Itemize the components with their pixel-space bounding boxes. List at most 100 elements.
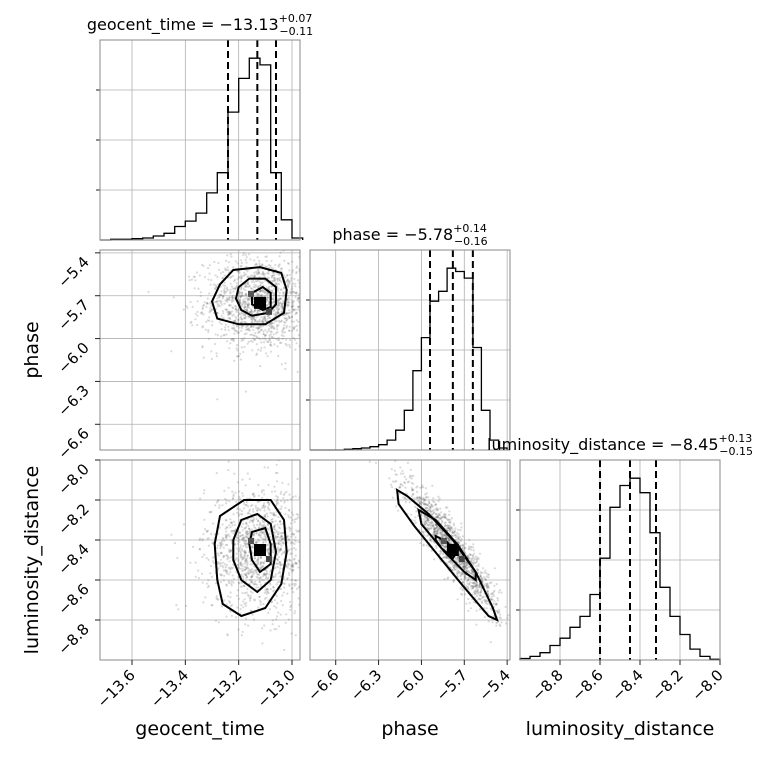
sample-point xyxy=(270,285,273,288)
sample-point xyxy=(301,612,303,614)
sample-point xyxy=(436,526,439,529)
sample-point xyxy=(257,348,260,351)
sample-point xyxy=(229,292,232,295)
sample-point xyxy=(286,284,289,287)
sample-point xyxy=(445,534,448,537)
sample-point xyxy=(441,533,444,537)
sample-point xyxy=(248,284,251,287)
sample-point xyxy=(461,535,465,538)
sample-point xyxy=(241,536,244,540)
sample-point xyxy=(433,558,436,561)
sample-point xyxy=(297,293,300,296)
sample-point xyxy=(247,253,251,256)
sample-point xyxy=(472,585,475,588)
sample-point xyxy=(456,535,459,538)
sample-point xyxy=(463,567,466,571)
sample-point xyxy=(475,623,478,626)
sample-point xyxy=(438,514,441,517)
sample-point xyxy=(225,286,229,289)
sample-point xyxy=(430,540,433,543)
sample-point xyxy=(199,537,202,540)
sample-point xyxy=(245,572,248,575)
sample-point xyxy=(277,625,281,628)
sample-point xyxy=(439,533,442,536)
sample-point xyxy=(243,337,246,340)
sample-point xyxy=(280,267,284,270)
sample-point xyxy=(294,548,297,551)
contour-level-3 xyxy=(248,526,272,574)
sample-point xyxy=(237,537,240,540)
sample-point xyxy=(239,585,243,588)
sample-point xyxy=(239,298,242,301)
sample-point xyxy=(198,538,201,541)
sample-point xyxy=(478,608,481,611)
sample-point xyxy=(434,507,437,511)
sample-point xyxy=(425,503,428,506)
sample-point xyxy=(306,305,308,307)
sample-point xyxy=(278,297,281,300)
sample-point xyxy=(234,308,237,311)
sample-point xyxy=(258,539,261,542)
sample-point xyxy=(470,569,473,572)
sample-point xyxy=(239,554,242,557)
sample-point xyxy=(253,599,256,602)
sample-point xyxy=(279,548,283,551)
sample-point xyxy=(273,309,276,312)
sample-point xyxy=(446,506,449,509)
sample-point xyxy=(251,545,254,548)
sample-point xyxy=(279,288,282,291)
sample-point xyxy=(240,574,243,577)
sample-point xyxy=(182,308,185,311)
sample-point xyxy=(496,597,499,600)
sample-point xyxy=(243,345,246,349)
sample-point xyxy=(274,537,278,540)
sample-point xyxy=(466,582,469,585)
sample-point xyxy=(259,521,262,524)
sample-point xyxy=(408,501,411,504)
sample-point xyxy=(277,264,280,267)
sample-point xyxy=(285,326,288,329)
sample-point xyxy=(269,583,272,586)
sample-point xyxy=(475,558,478,561)
sample-point xyxy=(305,223,307,225)
sample-point xyxy=(448,527,451,530)
sample-point xyxy=(433,528,436,531)
sample-point xyxy=(500,621,503,624)
sample-point xyxy=(295,272,298,275)
y-tick-label-phase: −6.0 xyxy=(54,339,92,377)
sample-point xyxy=(277,543,280,546)
sample-point xyxy=(256,573,260,576)
sample-point xyxy=(243,553,246,556)
sample-point xyxy=(231,566,234,569)
sample-point xyxy=(217,561,220,564)
sample-point xyxy=(482,595,485,598)
sample-point xyxy=(294,338,297,341)
sample-point xyxy=(230,275,233,278)
sample-point xyxy=(466,563,469,566)
sample-point xyxy=(316,565,318,567)
sample-point xyxy=(436,525,439,528)
sample-point xyxy=(294,285,297,288)
sample-point xyxy=(284,321,287,324)
sample-point xyxy=(305,533,307,535)
sample-point xyxy=(263,290,266,293)
sample-point xyxy=(229,610,232,613)
sample-point xyxy=(263,275,266,278)
sample-point xyxy=(264,265,267,268)
sample-point xyxy=(244,573,247,577)
sample-point xyxy=(228,560,231,563)
sample-point xyxy=(440,543,443,546)
sample-point xyxy=(258,330,261,333)
sample-point xyxy=(487,586,490,590)
sample-point xyxy=(273,320,277,323)
sample-point xyxy=(226,266,229,269)
sample-point xyxy=(304,491,306,493)
sample-point xyxy=(274,514,277,517)
sample-point xyxy=(267,288,270,291)
sample-point xyxy=(256,501,259,504)
sample-point xyxy=(255,284,258,287)
sample-point xyxy=(279,613,282,616)
sample-point xyxy=(296,530,299,533)
sample-point xyxy=(276,338,279,341)
sample-point xyxy=(261,489,264,492)
